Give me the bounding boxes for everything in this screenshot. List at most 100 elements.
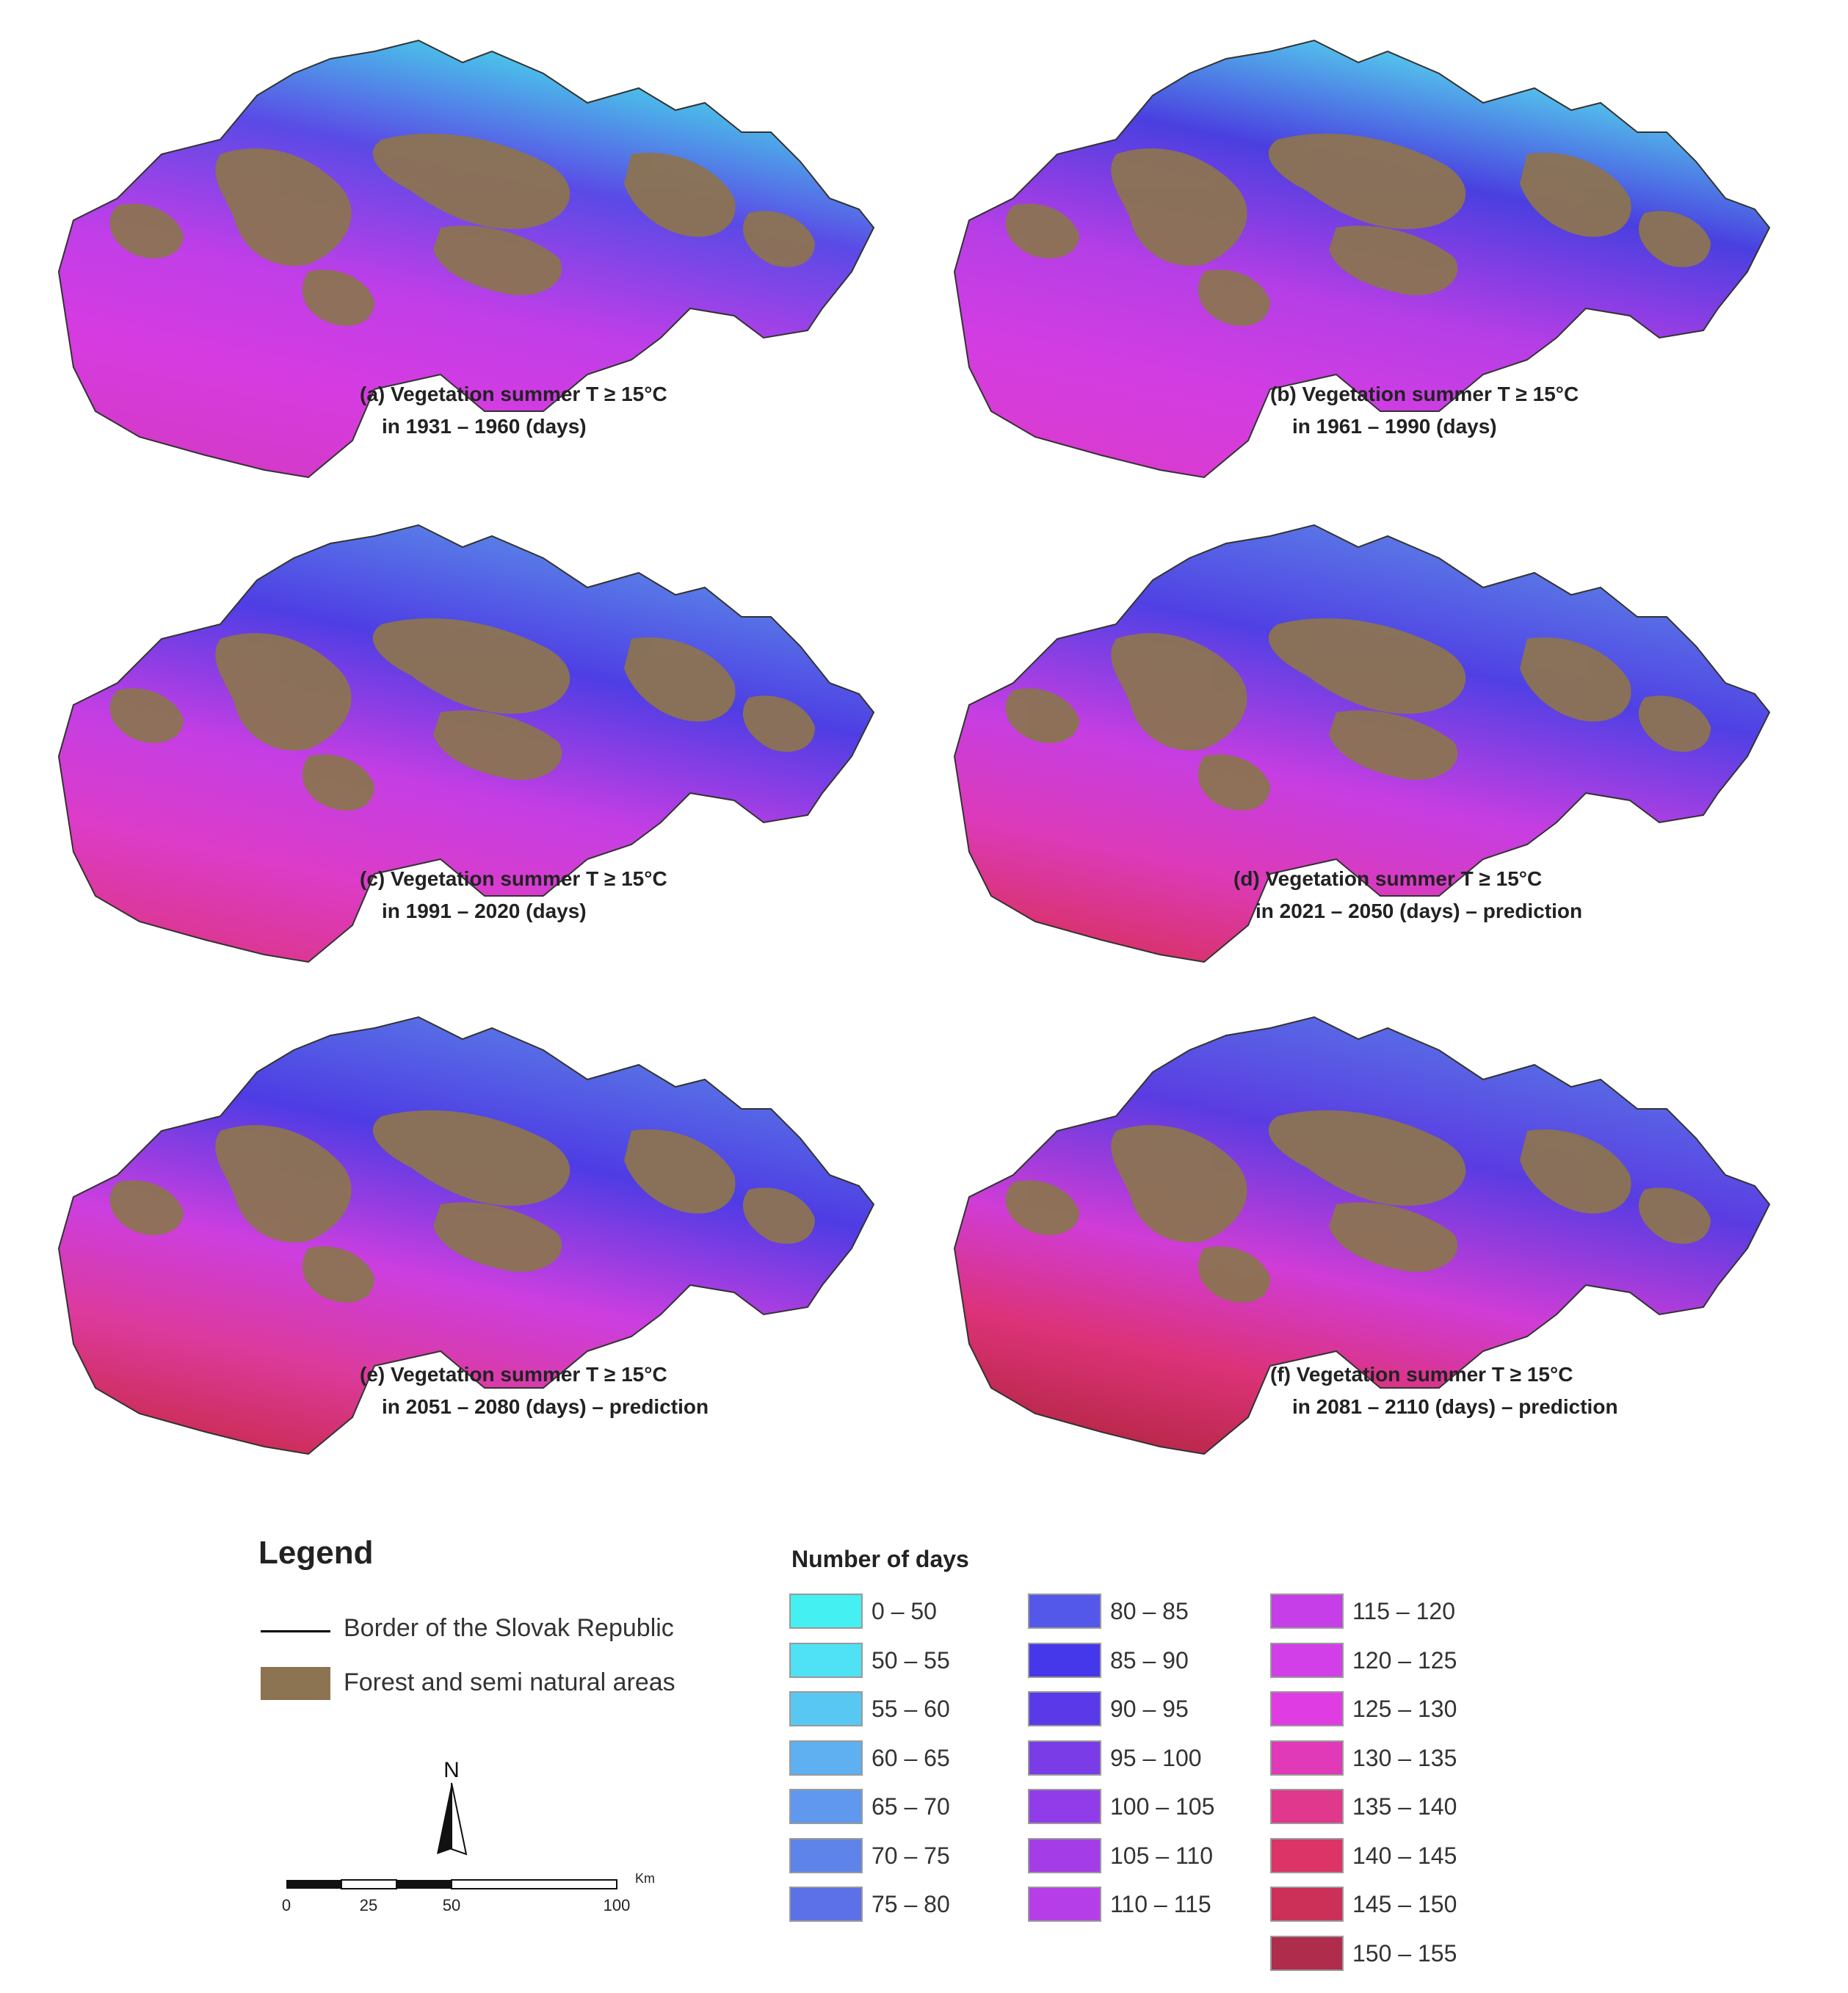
slovakia-map: [953, 524, 1771, 963]
days-class-label: 135 – 140: [1352, 1793, 1457, 1820]
caption-line-1: (f) Vegetation summer T ≥ 15°C: [1270, 1363, 1573, 1386]
caption-line-1: (b) Vegetation summer T ≥ 15°C: [1270, 383, 1579, 405]
map-panel-a: (a) Vegetation summer T ≥ 15°C in 1931 – …: [29, 29, 925, 514]
days-class-item: 60 – 65: [789, 1740, 1024, 1777]
days-class-label: 80 – 85: [1110, 1598, 1189, 1624]
days-class-swatch: [789, 1642, 863, 1678]
days-class-item: 130 – 135: [1270, 1740, 1505, 1777]
map-panel-f: (f) Vegetation summer T ≥ 15°C in 2081 – …: [925, 1006, 1821, 1491]
scale-tick-0: 0: [282, 1896, 291, 1914]
days-class-swatch: [789, 1594, 863, 1629]
slovakia-map: [57, 39, 875, 479]
caption-line-2: in 1991 – 2020 (days): [382, 900, 587, 922]
days-class-item: 95 – 100: [1028, 1740, 1263, 1777]
border-line-symbol: [261, 1630, 330, 1632]
days-class-item: 150 – 155: [1270, 1935, 1505, 1972]
map-panel-e: (e) Vegetation summer T ≥ 15°C in 2051 – …: [29, 1006, 925, 1491]
legend-title: Legend: [258, 1535, 374, 1571]
days-class-swatch: [1270, 1935, 1344, 1971]
days-class-swatch: [1270, 1837, 1344, 1873]
caption-line-2: in 2021 – 2050 (days) – prediction: [1255, 900, 1583, 922]
caption-line-1: (d) Vegetation summer T ≥ 15°C: [1233, 867, 1543, 890]
days-class-item: 85 – 90: [1028, 1642, 1263, 1679]
days-class-label: 55 – 60: [872, 1696, 950, 1722]
slovakia-map: [57, 524, 875, 963]
days-class-item: 100 – 105: [1028, 1789, 1263, 1826]
forest-swatch: [261, 1667, 330, 1700]
days-class-swatch: [1028, 1740, 1101, 1776]
caption-line-2: in 1961 – 1990 (days): [1292, 415, 1497, 438]
days-class-swatch: [1028, 1594, 1101, 1629]
days-legend-title: Number of days: [791, 1546, 969, 1572]
panel-caption: (e) Vegetation summer T ≥ 15°C in 2051 – …: [360, 1359, 709, 1423]
forest-legend-label: Forest and semi natural areas: [344, 1668, 675, 1696]
slovakia-map: [953, 1016, 1771, 1455]
caption-line-1: (a) Vegetation summer T ≥ 15°C: [360, 383, 667, 405]
days-class-swatch: [1270, 1789, 1344, 1824]
days-class-swatch: [1028, 1642, 1101, 1678]
days-class-label: 60 – 65: [872, 1744, 950, 1771]
scale-bar: 0 25 50 100 Km: [282, 1873, 655, 1914]
days-class-label: 100 – 105: [1110, 1793, 1215, 1820]
days-class-swatch: [789, 1837, 863, 1873]
days-class-item: 80 – 85: [1028, 1594, 1263, 1630]
days-class-item: 50 – 55: [789, 1642, 1024, 1679]
days-class-item: 0 – 50: [789, 1594, 1024, 1630]
days-class-label: 0 – 50: [872, 1598, 937, 1624]
days-class-label: 65 – 70: [872, 1793, 950, 1820]
scale-tick-25: 25: [360, 1896, 377, 1914]
slovakia-map: [57, 1016, 875, 1455]
days-class-label: 140 – 145: [1352, 1842, 1457, 1869]
days-class-label: 150 – 155: [1352, 1939, 1457, 1967]
caption-line-2: in 2051 – 2080 (days) – prediction: [382, 1395, 709, 1418]
scale-unit: Km: [635, 1873, 655, 1886]
days-class-item: 140 – 145: [1270, 1837, 1505, 1875]
days-class-label: 50 – 55: [872, 1646, 950, 1674]
days-class-label: 70 – 75: [872, 1842, 950, 1869]
scale-tick-100: 100: [604, 1896, 631, 1914]
slovakia-map: [953, 39, 1771, 479]
days-class-label: 95 – 100: [1110, 1744, 1202, 1771]
caption-line-2: in 2081 – 2110 (days) – prediction: [1292, 1395, 1618, 1418]
days-class-label: 110 – 115: [1110, 1891, 1211, 1917]
days-class-label: 125 – 130: [1352, 1696, 1457, 1722]
days-class-label: 145 – 150: [1352, 1891, 1457, 1917]
caption-line-1: (e) Vegetation summer T ≥ 15°C: [360, 1363, 667, 1386]
days-class-swatch: [789, 1691, 863, 1726]
days-class-swatch: [789, 1887, 863, 1922]
days-class-label: 105 – 110: [1110, 1842, 1213, 1869]
days-class-label: 85 – 90: [1110, 1646, 1189, 1674]
border-legend-label: Border of the Slovak Republic: [344, 1614, 674, 1642]
panel-caption: (a) Vegetation summer T ≥ 15°C in 1931 – …: [360, 378, 667, 443]
caption-line-1: (c) Vegetation summer T ≥ 15°C: [360, 867, 667, 890]
map-panel-c: (c) Vegetation summer T ≥ 15°C in 1991 – …: [29, 514, 925, 999]
panel-caption: (d) Vegetation summer T ≥ 15°C in 2021 – …: [1233, 863, 1582, 927]
days-class-item: 70 – 75: [789, 1837, 1024, 1875]
map-panel-b: (b) Vegetation summer T ≥ 15°C in 1961 – …: [925, 29, 1821, 514]
days-class-swatch: [1028, 1691, 1101, 1726]
days-class-swatch: [1028, 1789, 1101, 1824]
caption-line-2: in 1931 – 1960 (days): [382, 415, 587, 438]
days-class-item: 110 – 115: [1028, 1887, 1263, 1923]
days-class-swatch: [1270, 1594, 1344, 1629]
days-class-swatch: [1270, 1691, 1344, 1726]
days-class-label: 75 – 80: [872, 1891, 950, 1917]
days-class-item: 120 – 125: [1270, 1642, 1505, 1679]
panel-caption: (c) Vegetation summer T ≥ 15°C in 1991 – …: [360, 863, 667, 927]
days-class-item: 105 – 110: [1028, 1837, 1263, 1875]
panel-caption: (b) Vegetation summer T ≥ 15°C in 1961 – …: [1270, 378, 1579, 443]
days-class-item: 65 – 70: [789, 1789, 1024, 1826]
days-class-item: 125 – 130: [1270, 1691, 1505, 1728]
north-arrow-icon: N: [437, 1758, 468, 1856]
days-class-swatch: [1270, 1740, 1344, 1776]
days-class-item: 115 – 120: [1270, 1594, 1505, 1630]
days-class-swatch: [1270, 1887, 1344, 1922]
days-class-swatch: [789, 1740, 863, 1776]
days-class-swatch: [1028, 1887, 1101, 1922]
panel-caption: (f) Vegetation summer T ≥ 15°C in 2081 – …: [1270, 1359, 1618, 1423]
scale-tick-50: 50: [443, 1896, 460, 1914]
days-class-swatch: [1028, 1837, 1101, 1873]
days-class-label: 90 – 95: [1110, 1696, 1189, 1722]
map-panel-d: (d) Vegetation summer T ≥ 15°C in 2021 – …: [925, 514, 1821, 999]
days-class-item: 135 – 140: [1270, 1789, 1505, 1826]
